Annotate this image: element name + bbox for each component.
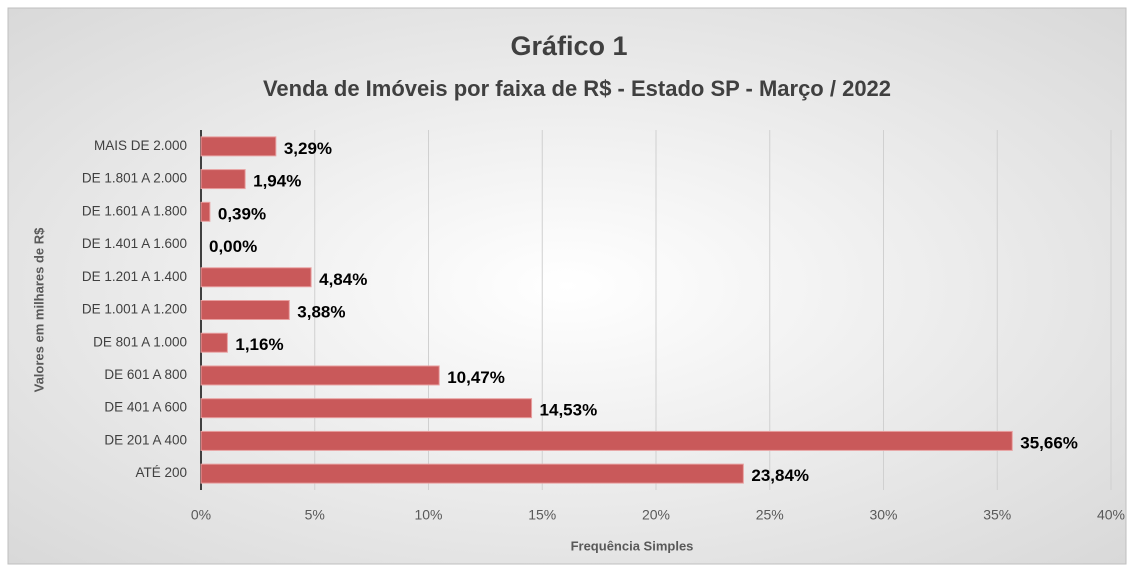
y-tick-label: MAIS DE 2.000 <box>94 138 187 153</box>
bar <box>200 365 440 386</box>
y-tick-label: DE 1.201 A 1.400 <box>82 269 187 284</box>
data-label: 4,84% <box>319 270 367 289</box>
data-label: 3,29% <box>284 139 332 158</box>
data-label: 23,84% <box>751 466 809 485</box>
chart-subtitle: Venda de Imóveis por faixa de R$ - Estad… <box>263 76 891 101</box>
x-tick-label: 20% <box>642 507 670 523</box>
chart-title: Gráfico 1 <box>510 31 627 61</box>
data-label: 35,66% <box>1020 433 1078 452</box>
data-label: 1,94% <box>253 172 301 191</box>
x-tick-label: 5% <box>305 507 325 523</box>
y-tick-label: DE 1.001 A 1.200 <box>82 302 187 317</box>
y-tick-label: DE 601 A 800 <box>104 367 187 382</box>
data-label: 10,47% <box>447 368 505 387</box>
bar <box>200 169 246 190</box>
y-tick-label: DE 801 A 1.000 <box>93 334 187 349</box>
y-tick-label: DE 401 A 600 <box>104 400 187 415</box>
data-label: 14,53% <box>540 401 598 420</box>
y-tick-label: DE 1.401 A 1.600 <box>82 236 187 251</box>
bar <box>200 201 211 222</box>
x-tick-label: 30% <box>869 507 897 523</box>
data-label: 0,39% <box>218 204 266 223</box>
bar <box>200 463 744 484</box>
y-tick-label: DE 1.601 A 1.800 <box>82 203 187 218</box>
y-tick-label: DE 201 A 400 <box>104 432 187 447</box>
x-tick-label: 15% <box>528 507 556 523</box>
bar <box>200 398 533 419</box>
bar <box>200 267 312 288</box>
x-tick-label: 35% <box>983 507 1011 523</box>
bar <box>200 300 290 320</box>
bar <box>200 430 1013 451</box>
data-label: 1,16% <box>235 335 283 354</box>
data-label: 0,00% <box>209 237 257 256</box>
x-tick-label: 10% <box>414 507 442 523</box>
x-axis-label: Frequência Simples <box>571 538 694 553</box>
x-tick-label: 25% <box>756 507 784 523</box>
bar <box>200 136 277 157</box>
y-tick-label: ATÉ 200 <box>135 465 187 480</box>
y-tick-label: DE 1.801 A 2.000 <box>82 171 187 186</box>
x-tick-label: 40% <box>1097 507 1125 523</box>
bar <box>200 332 228 353</box>
data-label: 3,88% <box>297 302 345 321</box>
y-axis-label: Valores em milhares de R$ <box>31 227 46 393</box>
x-tick-label: 0% <box>191 507 211 523</box>
